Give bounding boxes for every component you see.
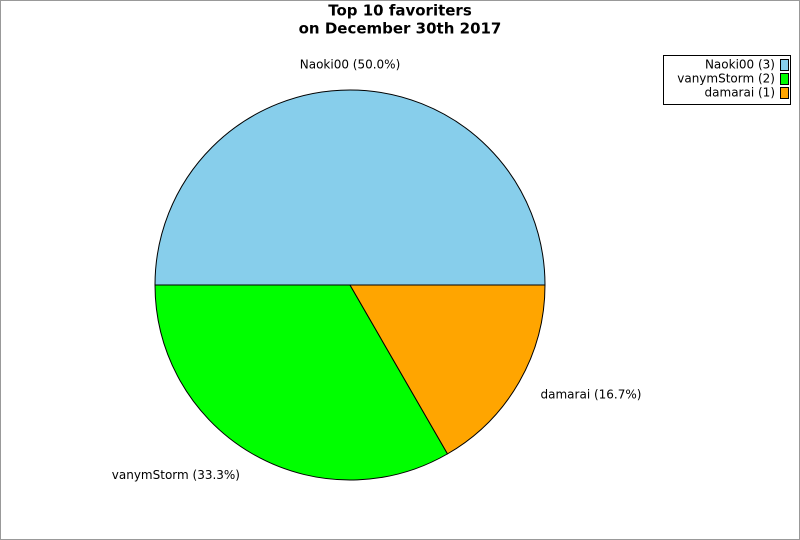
legend-label: vanymStorm (2)	[677, 72, 775, 86]
legend-box	[663, 55, 791, 105]
legend-label: Naoki00 (3)	[705, 58, 775, 72]
legend-swatch	[780, 87, 789, 99]
slice-label: Naoki00 (50.0%)	[300, 58, 401, 72]
pie-slice	[154, 89, 546, 286]
legend-swatch	[780, 73, 789, 85]
legend-swatch	[780, 59, 789, 71]
chart-subtitle: on December 30th 2017	[299, 20, 502, 38]
slice-label: damarai (16.7%)	[541, 388, 642, 402]
legend-label: damarai (1)	[705, 86, 775, 100]
pie-slice	[349, 284, 546, 455]
pie-slice	[154, 284, 449, 481]
slice-label: vanymStorm (33.3%)	[112, 468, 240, 482]
chart-title: Top 10 favoriters	[328, 2, 472, 20]
